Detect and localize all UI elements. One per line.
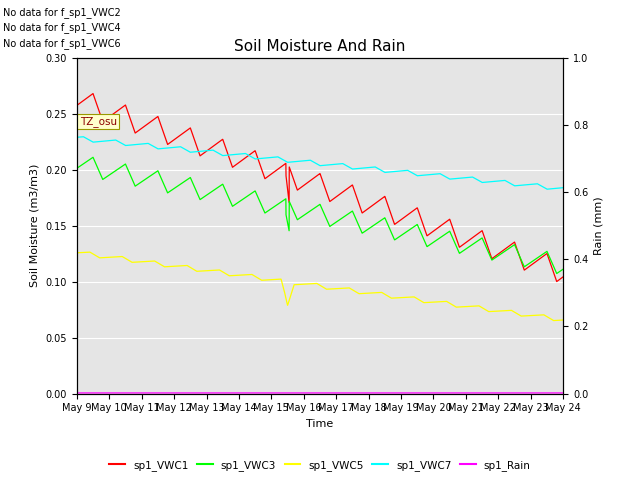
Text: TZ_osu: TZ_osu	[79, 116, 116, 127]
Legend: sp1_VWC1, sp1_VWC3, sp1_VWC5, sp1_VWC7, sp1_Rain: sp1_VWC1, sp1_VWC3, sp1_VWC5, sp1_VWC7, …	[105, 456, 535, 475]
Text: No data for f_sp1_VWC4: No data for f_sp1_VWC4	[3, 23, 121, 34]
Text: No data for f_sp1_VWC6: No data for f_sp1_VWC6	[3, 38, 121, 49]
Y-axis label: Rain (mm): Rain (mm)	[594, 196, 604, 255]
Title: Soil Moisture And Rain: Soil Moisture And Rain	[234, 39, 406, 54]
Y-axis label: Soil Moisture (m3/m3): Soil Moisture (m3/m3)	[30, 164, 40, 288]
X-axis label: Time: Time	[307, 419, 333, 429]
Text: No data for f_sp1_VWC2: No data for f_sp1_VWC2	[3, 7, 121, 18]
